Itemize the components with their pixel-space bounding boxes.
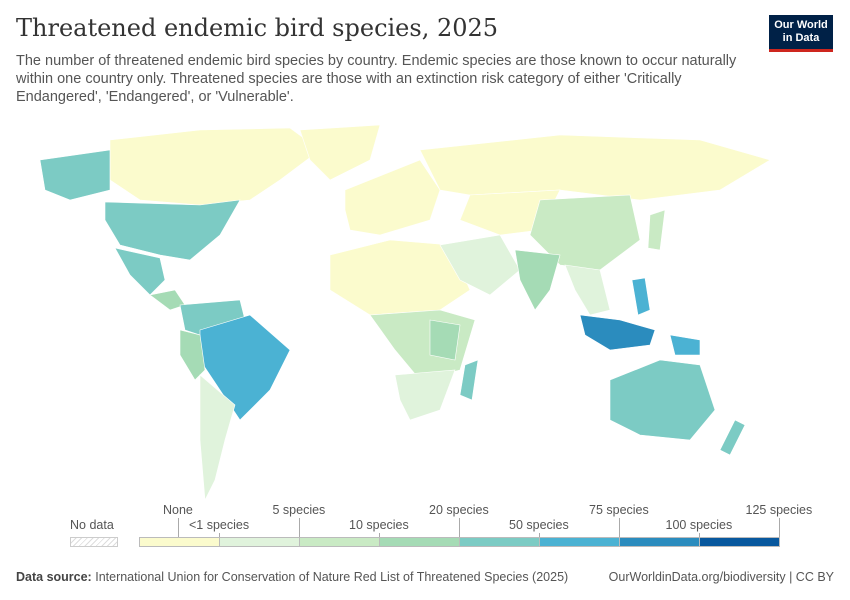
region-argentina-chile[interactable] — [199, 374, 236, 502]
region-alaska[interactable] — [39, 149, 111, 201]
chart-title: Threatened endemic bird species, 2025 — [16, 14, 499, 42]
legend-bin[interactable] — [379, 537, 460, 547]
region-philippines[interactable] — [631, 277, 651, 316]
legend-tick — [779, 518, 780, 537]
legend-bin[interactable] — [539, 537, 620, 547]
region-japan[interactable] — [647, 209, 666, 251]
region-mexico[interactable] — [114, 247, 166, 296]
owid-logo[interactable]: Our World in Data — [769, 15, 833, 52]
world-map — [39, 124, 771, 502]
region-central-africa[interactable] — [369, 309, 476, 381]
footer-source: Data source: International Union for Con… — [16, 570, 568, 584]
region-canada[interactable] — [109, 127, 321, 206]
legend-tick — [219, 533, 220, 537]
region-tanzania[interactable] — [429, 319, 461, 361]
source-text: International Union for Conservation of … — [95, 570, 569, 584]
legend-label: <1 species — [189, 518, 250, 532]
legend-label: 5 species — [272, 503, 326, 517]
region-usa[interactable] — [104, 199, 241, 261]
region-southeast-asia[interactable] — [564, 264, 611, 316]
region-central-america[interactable] — [149, 289, 186, 311]
legend-bin[interactable] — [619, 537, 700, 547]
legend-tick — [699, 533, 700, 537]
legend-tick — [178, 518, 179, 537]
legend-tick — [299, 518, 300, 537]
legend-label: 125 species — [745, 503, 813, 517]
legend-no-data-swatch[interactable] — [70, 537, 118, 547]
region-southern-africa[interactable] — [394, 369, 456, 421]
region-papua-new-guinea[interactable] — [669, 334, 701, 356]
legend-label: 50 species — [509, 518, 569, 532]
legend-tick — [459, 518, 460, 537]
region-australia[interactable] — [609, 359, 716, 441]
region-middle-east[interactable] — [439, 234, 521, 296]
legend-bin[interactable] — [219, 537, 300, 547]
source-label: Data source: — [16, 570, 92, 584]
region-new-zealand[interactable] — [719, 419, 746, 456]
region-madagascar[interactable] — [459, 359, 479, 401]
legend-bin[interactable] — [459, 537, 540, 547]
chart-subtitle: The number of threatened endemic bird sp… — [16, 53, 737, 105]
region-greenland[interactable] — [299, 124, 381, 181]
region-indonesia[interactable] — [579, 314, 656, 351]
legend-label: 10 species — [349, 518, 409, 532]
legend-label: None — [163, 503, 193, 517]
legend-bin[interactable] — [139, 537, 220, 547]
region-india[interactable] — [514, 249, 561, 311]
region-north-africa[interactable] — [329, 239, 471, 316]
legend-label: 20 species — [429, 503, 489, 517]
legend-label: 100 species — [665, 518, 733, 532]
legend-tick — [539, 533, 540, 537]
legend-no-data-label: No data — [70, 518, 114, 532]
legend-bin[interactable] — [699, 537, 780, 547]
legend-tick — [619, 518, 620, 537]
legend-label: 75 species — [589, 503, 649, 517]
footer-url[interactable]: OurWorldinData.org/biodiversity | CC BY — [608, 570, 834, 584]
legend-bin[interactable] — [299, 537, 380, 547]
region-russia[interactable] — [419, 134, 771, 201]
region-europe[interactable] — [344, 159, 441, 236]
legend-tick — [379, 533, 380, 537]
